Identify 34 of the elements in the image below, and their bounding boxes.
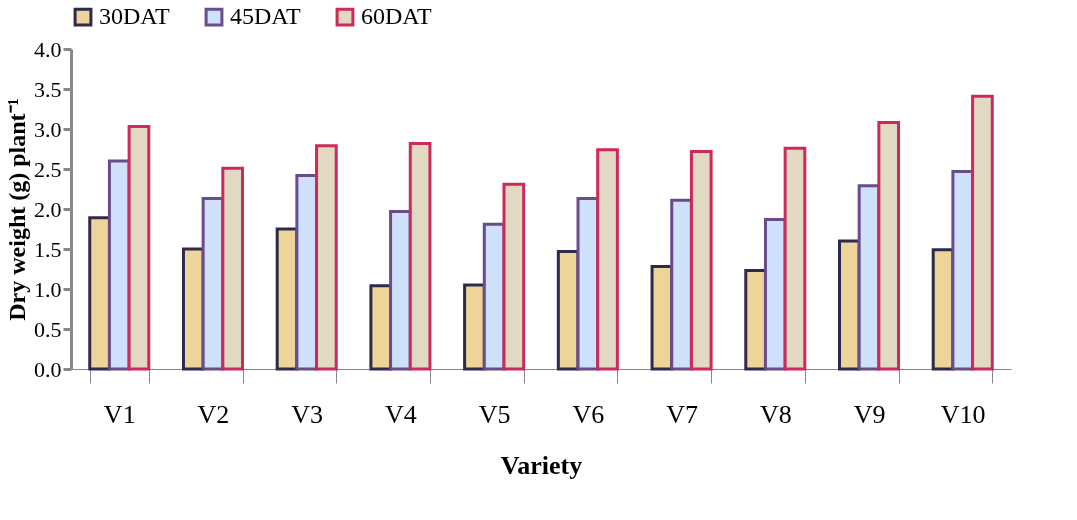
x-axis-title: Variety [500, 450, 583, 480]
y-tick-label: 3.5 [34, 76, 62, 102]
bar [502, 182, 526, 371]
y-tick-label: 4.0 [34, 36, 62, 62]
bar [315, 144, 338, 371]
y-tick-label: 3.0 [34, 116, 62, 142]
y-tick-label: 0.0 [34, 356, 62, 382]
bar [221, 166, 245, 371]
bar [971, 94, 994, 371]
legend-label: 45DAT [230, 3, 301, 30]
x-tick-label: V10 [940, 399, 986, 429]
x-tick-label: V3 [291, 399, 324, 429]
y-tick-label: 0.5 [34, 316, 62, 342]
y-tick-label: 2.0 [34, 196, 62, 222]
y-tick-label: 2.5 [34, 156, 62, 182]
y-tick-label: 1.0 [34, 276, 62, 302]
legend-label: 30DAT [99, 3, 170, 30]
bar [596, 148, 619, 371]
bar [689, 149, 713, 371]
x-tick-label: V4 [385, 399, 417, 429]
x-tick-label: V5 [478, 399, 511, 429]
x-tick-label: V6 [572, 399, 605, 429]
x-tick-label: V1 [103, 399, 136, 429]
x-tick-label: V7 [666, 399, 698, 429]
x-tick-label: V8 [759, 399, 792, 429]
bar [408, 141, 432, 371]
bar [783, 146, 807, 371]
bar [877, 121, 901, 371]
legend-label: 60DAT [361, 3, 432, 30]
y-axis-title: Dry weight (g) plant⁻¹ [4, 98, 30, 321]
bar [127, 125, 151, 371]
x-tick-label: V9 [853, 399, 886, 429]
x-tick-label: V2 [197, 399, 230, 429]
y-tick-label: 1.5 [34, 236, 62, 262]
